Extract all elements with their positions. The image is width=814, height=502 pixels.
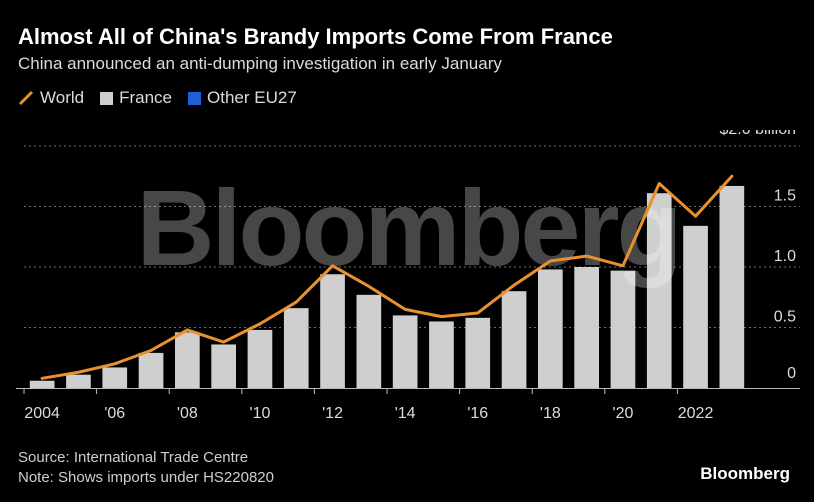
bar-france <box>538 269 563 388</box>
footer: Source: International Trade Centre Note:… <box>18 448 274 488</box>
bar-france <box>683 225 708 388</box>
chart-subtitle: China announced an anti-dumping investig… <box>18 54 502 73</box>
bar-france <box>719 185 745 388</box>
bar-france <box>646 193 672 388</box>
bar-france <box>247 329 273 388</box>
bar-france <box>610 270 636 388</box>
bar-france <box>211 344 236 388</box>
x-tick-label: '10 <box>250 405 271 422</box>
legend-label-france: France <box>119 88 173 107</box>
legend-label-other: Other EU27 <box>207 88 297 107</box>
bar-france <box>429 321 454 388</box>
bar-france <box>465 317 491 388</box>
bar-france <box>574 267 599 388</box>
chart-plot: 0 0.5 1.0 1.5 $2.0 billion Bloomberg 2004 '06 '0… <box>16 130 800 422</box>
legend-item-france: France <box>100 88 172 108</box>
bar-france <box>66 374 91 388</box>
world-line-icon <box>18 90 34 106</box>
chart-title: Almost All of China's Brandy Imports Com… <box>18 24 613 49</box>
legend-item-world: World <box>18 88 84 108</box>
france-swatch-icon <box>100 91 114 105</box>
y-tick-label: 1.0 <box>774 248 796 265</box>
y-tick-label: 1.5 <box>774 188 796 205</box>
bar-france <box>356 294 382 388</box>
bar-france <box>175 332 200 388</box>
x-tick-label: '16 <box>467 405 488 422</box>
x-tick-label: '14 <box>395 405 416 422</box>
bar-france <box>501 291 527 388</box>
other-eu27-swatch-icon <box>188 91 202 105</box>
bar-france <box>102 367 128 388</box>
hs-code-note: Note: Shows imports under HS220820 <box>18 469 274 486</box>
line-world <box>40 174 734 380</box>
y-tick-label: 0.5 <box>774 309 796 326</box>
bar-france <box>138 352 164 388</box>
x-tick-label: '20 <box>613 405 634 422</box>
x-tick-label: '12 <box>322 405 343 422</box>
bar-france <box>320 274 345 388</box>
legend-item-other: Other EU27 <box>188 88 297 108</box>
bar-france <box>392 315 418 388</box>
x-tick-label: '18 <box>540 405 561 422</box>
x-tick-label: '06 <box>104 405 125 422</box>
bloomberg-logo: Bloomberg <box>700 464 790 483</box>
x-tick-label: 2022 <box>678 405 714 422</box>
bar-france <box>283 308 309 388</box>
legend-label-world: World <box>40 88 85 107</box>
x-tick-label: 2004 <box>24 405 60 422</box>
y-tick-label: 0 <box>787 365 796 382</box>
x-tick-label: '08 <box>177 405 198 422</box>
bar-france <box>29 380 55 388</box>
bloomberg-watermark: Bloomberg <box>136 167 679 288</box>
y-tick-label-top: $2.0 billion <box>720 130 797 138</box>
source-note: Source: International Trade Centre <box>18 449 249 466</box>
legend: World France Other EU27 <box>18 88 297 108</box>
